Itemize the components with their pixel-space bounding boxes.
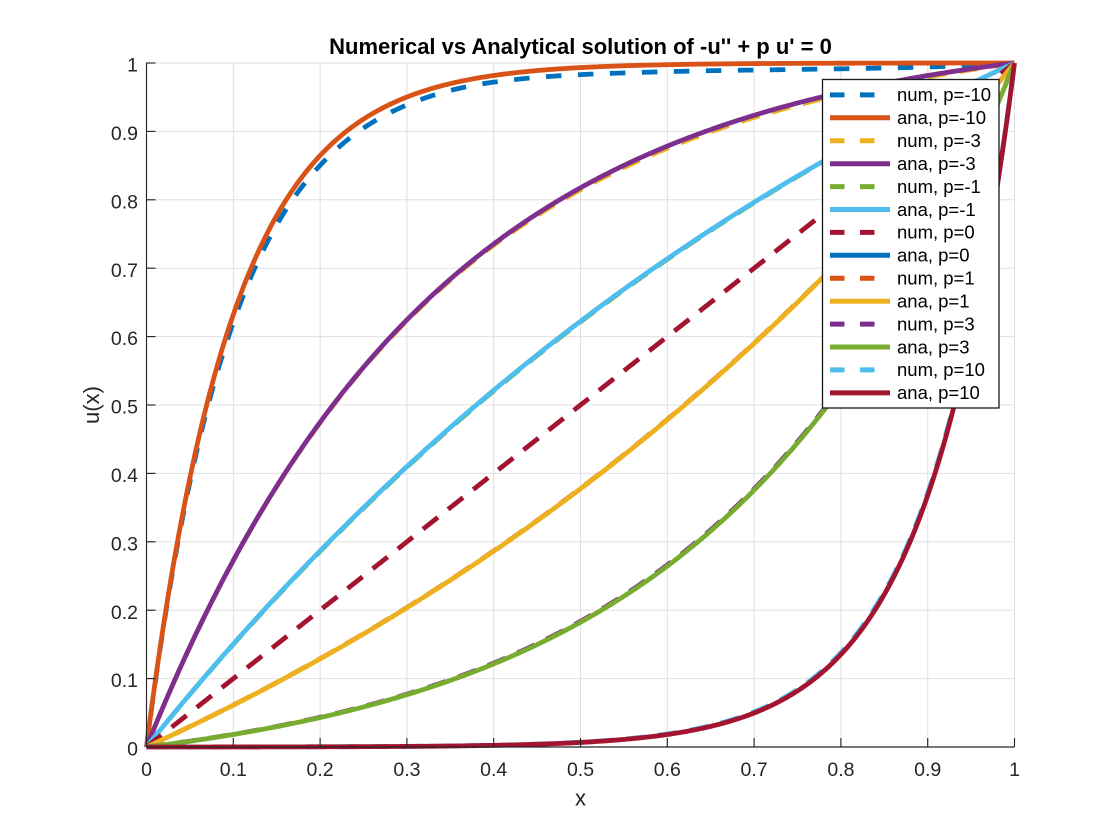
svg-text:Numerical vs Analytical soluti: Numerical vs Analytical solution of -u''… — [329, 34, 832, 59]
svg-text:ana, p=1: ana, p=1 — [897, 291, 970, 312]
svg-text:0.7: 0.7 — [111, 260, 138, 282]
svg-text:ana, p=-3: ana, p=-3 — [897, 153, 976, 174]
svg-text:0.8: 0.8 — [827, 759, 854, 781]
svg-text:0.5: 0.5 — [567, 759, 594, 781]
svg-text:1: 1 — [1009, 759, 1020, 781]
svg-text:ana, p=3: ana, p=3 — [897, 336, 970, 357]
svg-text:num, p=1: num, p=1 — [897, 268, 975, 289]
svg-text:0.4: 0.4 — [480, 759, 507, 781]
svg-text:0.2: 0.2 — [307, 759, 334, 781]
svg-text:0.6: 0.6 — [654, 759, 681, 781]
svg-text:num, p=0: num, p=0 — [897, 222, 975, 243]
svg-text:0.9: 0.9 — [914, 759, 941, 781]
svg-text:num, p=-3: num, p=-3 — [897, 130, 981, 151]
svg-text:0.3: 0.3 — [111, 533, 138, 555]
svg-text:num, p=10: num, p=10 — [897, 359, 985, 380]
svg-text:num, p=-1: num, p=-1 — [897, 176, 981, 197]
svg-text:0.1: 0.1 — [111, 670, 138, 692]
svg-text:0.1: 0.1 — [220, 759, 247, 781]
svg-text:0.2: 0.2 — [111, 602, 138, 624]
svg-text:0.3: 0.3 — [393, 759, 420, 781]
svg-text:ana, p=-1: ana, p=-1 — [897, 199, 976, 220]
svg-text:ana, p=10: ana, p=10 — [897, 382, 980, 403]
svg-text:ana, p=0: ana, p=0 — [897, 245, 970, 266]
svg-text:1: 1 — [127, 55, 138, 77]
svg-text:0.6: 0.6 — [111, 328, 138, 350]
svg-text:0.7: 0.7 — [741, 759, 768, 781]
svg-text:0.9: 0.9 — [111, 123, 138, 145]
svg-text:0: 0 — [141, 759, 152, 781]
svg-text:0.5: 0.5 — [111, 397, 138, 419]
svg-text:0.8: 0.8 — [111, 191, 138, 213]
svg-text:num, p=-10: num, p=-10 — [897, 84, 991, 105]
svg-text:ana, p=-10: ana, p=-10 — [897, 107, 986, 128]
svg-text:u(x): u(x) — [79, 386, 104, 424]
svg-text:0.4: 0.4 — [111, 465, 138, 487]
svg-text:num, p=3: num, p=3 — [897, 313, 975, 334]
svg-text:x: x — [575, 786, 586, 811]
svg-text:0: 0 — [127, 739, 138, 761]
